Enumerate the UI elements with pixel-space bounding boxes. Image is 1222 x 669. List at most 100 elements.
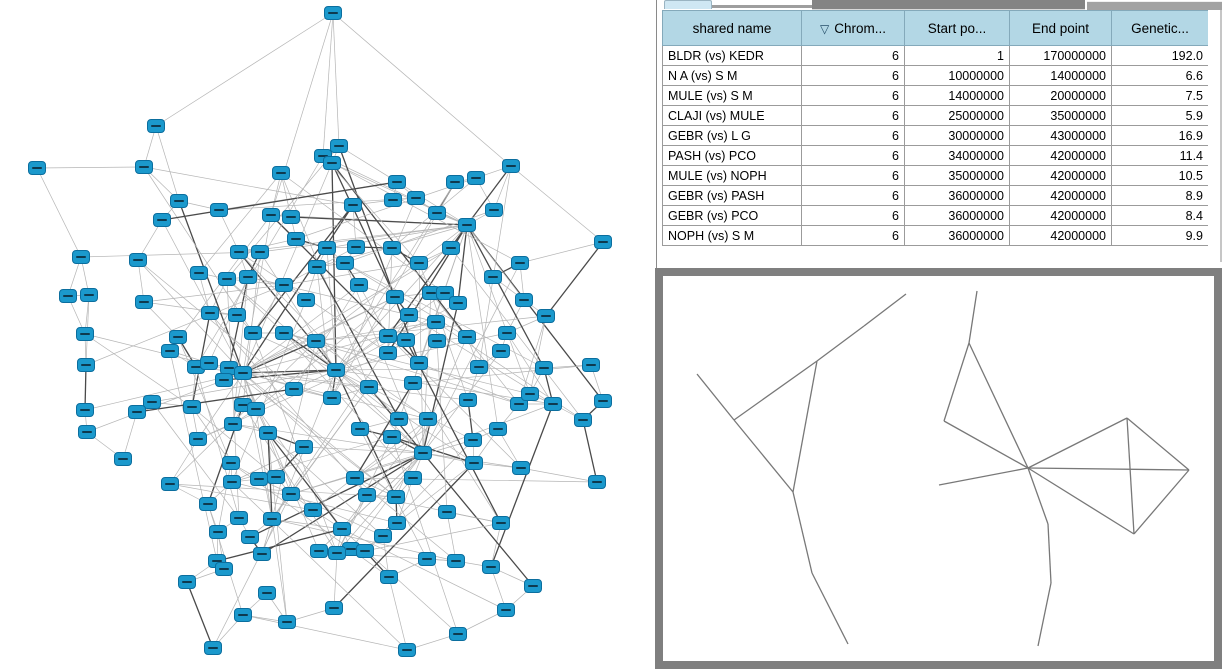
network-node[interactable] xyxy=(358,488,376,502)
network-node[interactable] xyxy=(333,522,351,536)
network-node[interactable] xyxy=(350,278,368,292)
network-node[interactable] xyxy=(78,425,96,439)
network-node[interactable] xyxy=(347,240,365,254)
column-header-genetic-[interactable]: Genetic... xyxy=(1111,10,1209,46)
network-node[interactable] xyxy=(515,293,533,307)
network-node[interactable] xyxy=(407,191,425,205)
network-node[interactable] xyxy=(318,241,336,255)
network-node[interactable] xyxy=(323,391,341,405)
network-node[interactable] xyxy=(190,266,208,280)
network-node[interactable] xyxy=(470,360,488,374)
network-node[interactable] xyxy=(418,552,436,566)
network-node[interactable] xyxy=(428,334,446,348)
network-node[interactable] xyxy=(263,512,281,526)
network-node[interactable] xyxy=(189,432,207,446)
network-node[interactable] xyxy=(147,119,165,133)
network-node[interactable] xyxy=(170,194,188,208)
network-node[interactable] xyxy=(223,475,241,489)
horizontal-scrollbar-end[interactable] xyxy=(1087,1,1222,10)
network-node[interactable] xyxy=(241,530,259,544)
network-node[interactable] xyxy=(502,159,520,173)
network-node[interactable] xyxy=(272,166,290,180)
network-node[interactable] xyxy=(388,516,406,530)
network-node[interactable] xyxy=(380,570,398,584)
network-node[interactable] xyxy=(282,487,300,501)
network-node[interactable] xyxy=(297,293,315,307)
table-row[interactable]: MULE (vs) S M 6 14000000 20000000 7.5 xyxy=(662,85,1209,106)
network-node[interactable] xyxy=(458,218,476,232)
network-node[interactable] xyxy=(295,440,313,454)
network-node[interactable] xyxy=(239,270,257,284)
network-node[interactable] xyxy=(384,193,402,207)
network-node[interactable] xyxy=(72,250,90,264)
network-node[interactable] xyxy=(218,272,236,286)
network-node[interactable] xyxy=(379,346,397,360)
network-node[interactable] xyxy=(521,387,539,401)
network-node[interactable] xyxy=(492,344,510,358)
vertical-scrollbar[interactable] xyxy=(1208,10,1222,262)
network-node[interactable] xyxy=(535,361,553,375)
network-node[interactable] xyxy=(537,309,555,323)
network-node[interactable] xyxy=(386,290,404,304)
network-node[interactable] xyxy=(447,554,465,568)
network-node[interactable] xyxy=(467,171,485,185)
table-row[interactable]: NOPH (vs) S M 6 36000000 42000000 9.9 xyxy=(662,225,1209,246)
table-row[interactable]: GEBR (vs) L G 6 30000000 43000000 16.9 xyxy=(662,125,1209,146)
network-node[interactable] xyxy=(215,562,233,576)
network-node[interactable] xyxy=(489,422,507,436)
network-node[interactable] xyxy=(512,461,530,475)
horizontal-scrollbar-track[interactable] xyxy=(712,5,812,8)
table-tab[interactable] xyxy=(664,0,712,9)
network-node[interactable] xyxy=(414,446,432,460)
network-node[interactable] xyxy=(511,256,529,270)
network-node[interactable] xyxy=(143,395,161,409)
network-node[interactable] xyxy=(387,490,405,504)
network-node[interactable] xyxy=(28,161,46,175)
network-node[interactable] xyxy=(275,326,293,340)
network-node[interactable] xyxy=(419,412,437,426)
network-node[interactable] xyxy=(153,213,171,227)
column-header-end-point[interactable]: End point xyxy=(1009,10,1112,46)
network-node[interactable] xyxy=(200,356,218,370)
network-node[interactable] xyxy=(77,358,95,372)
network-node[interactable] xyxy=(351,422,369,436)
network-node[interactable] xyxy=(356,544,374,558)
network-node[interactable] xyxy=(304,503,322,517)
network-node[interactable] xyxy=(330,139,348,153)
network-node[interactable] xyxy=(285,382,303,396)
network-node[interactable] xyxy=(135,160,153,174)
network-node[interactable] xyxy=(76,327,94,341)
network-node[interactable] xyxy=(497,603,515,617)
network-node[interactable] xyxy=(485,203,503,217)
network-node[interactable] xyxy=(247,402,265,416)
network-node[interactable] xyxy=(442,241,460,255)
network-node[interactable] xyxy=(199,497,217,511)
network-node[interactable] xyxy=(80,288,98,302)
network-node[interactable] xyxy=(346,471,364,485)
network-node[interactable] xyxy=(436,286,454,300)
network-node[interactable] xyxy=(201,306,219,320)
table-row[interactable]: CLAJI (vs) MULE 6 25000000 35000000 5.9 xyxy=(662,105,1209,126)
network-node[interactable] xyxy=(310,544,328,558)
network-node[interactable] xyxy=(374,529,392,543)
network-node[interactable] xyxy=(307,334,325,348)
network-node[interactable] xyxy=(398,643,416,657)
network-node[interactable] xyxy=(234,608,252,622)
network-node[interactable] xyxy=(344,198,362,212)
network-node[interactable] xyxy=(492,516,510,530)
network-node[interactable] xyxy=(383,241,401,255)
network-node[interactable] xyxy=(253,547,271,561)
network-node[interactable] xyxy=(574,413,592,427)
network-node[interactable] xyxy=(594,235,612,249)
table-row[interactable]: MULE (vs) NOPH 6 35000000 42000000 10.5 xyxy=(662,165,1209,186)
network-node[interactable] xyxy=(390,412,408,426)
network-node[interactable] xyxy=(275,278,293,292)
network-node[interactable] xyxy=(258,586,276,600)
network-node[interactable] xyxy=(251,245,269,259)
network-node[interactable] xyxy=(76,403,94,417)
network-node[interactable] xyxy=(404,376,422,390)
column-header-shared-name[interactable]: shared name xyxy=(662,10,802,46)
network-node[interactable] xyxy=(482,560,500,574)
network-node[interactable] xyxy=(262,208,280,222)
network-node[interactable] xyxy=(459,393,477,407)
